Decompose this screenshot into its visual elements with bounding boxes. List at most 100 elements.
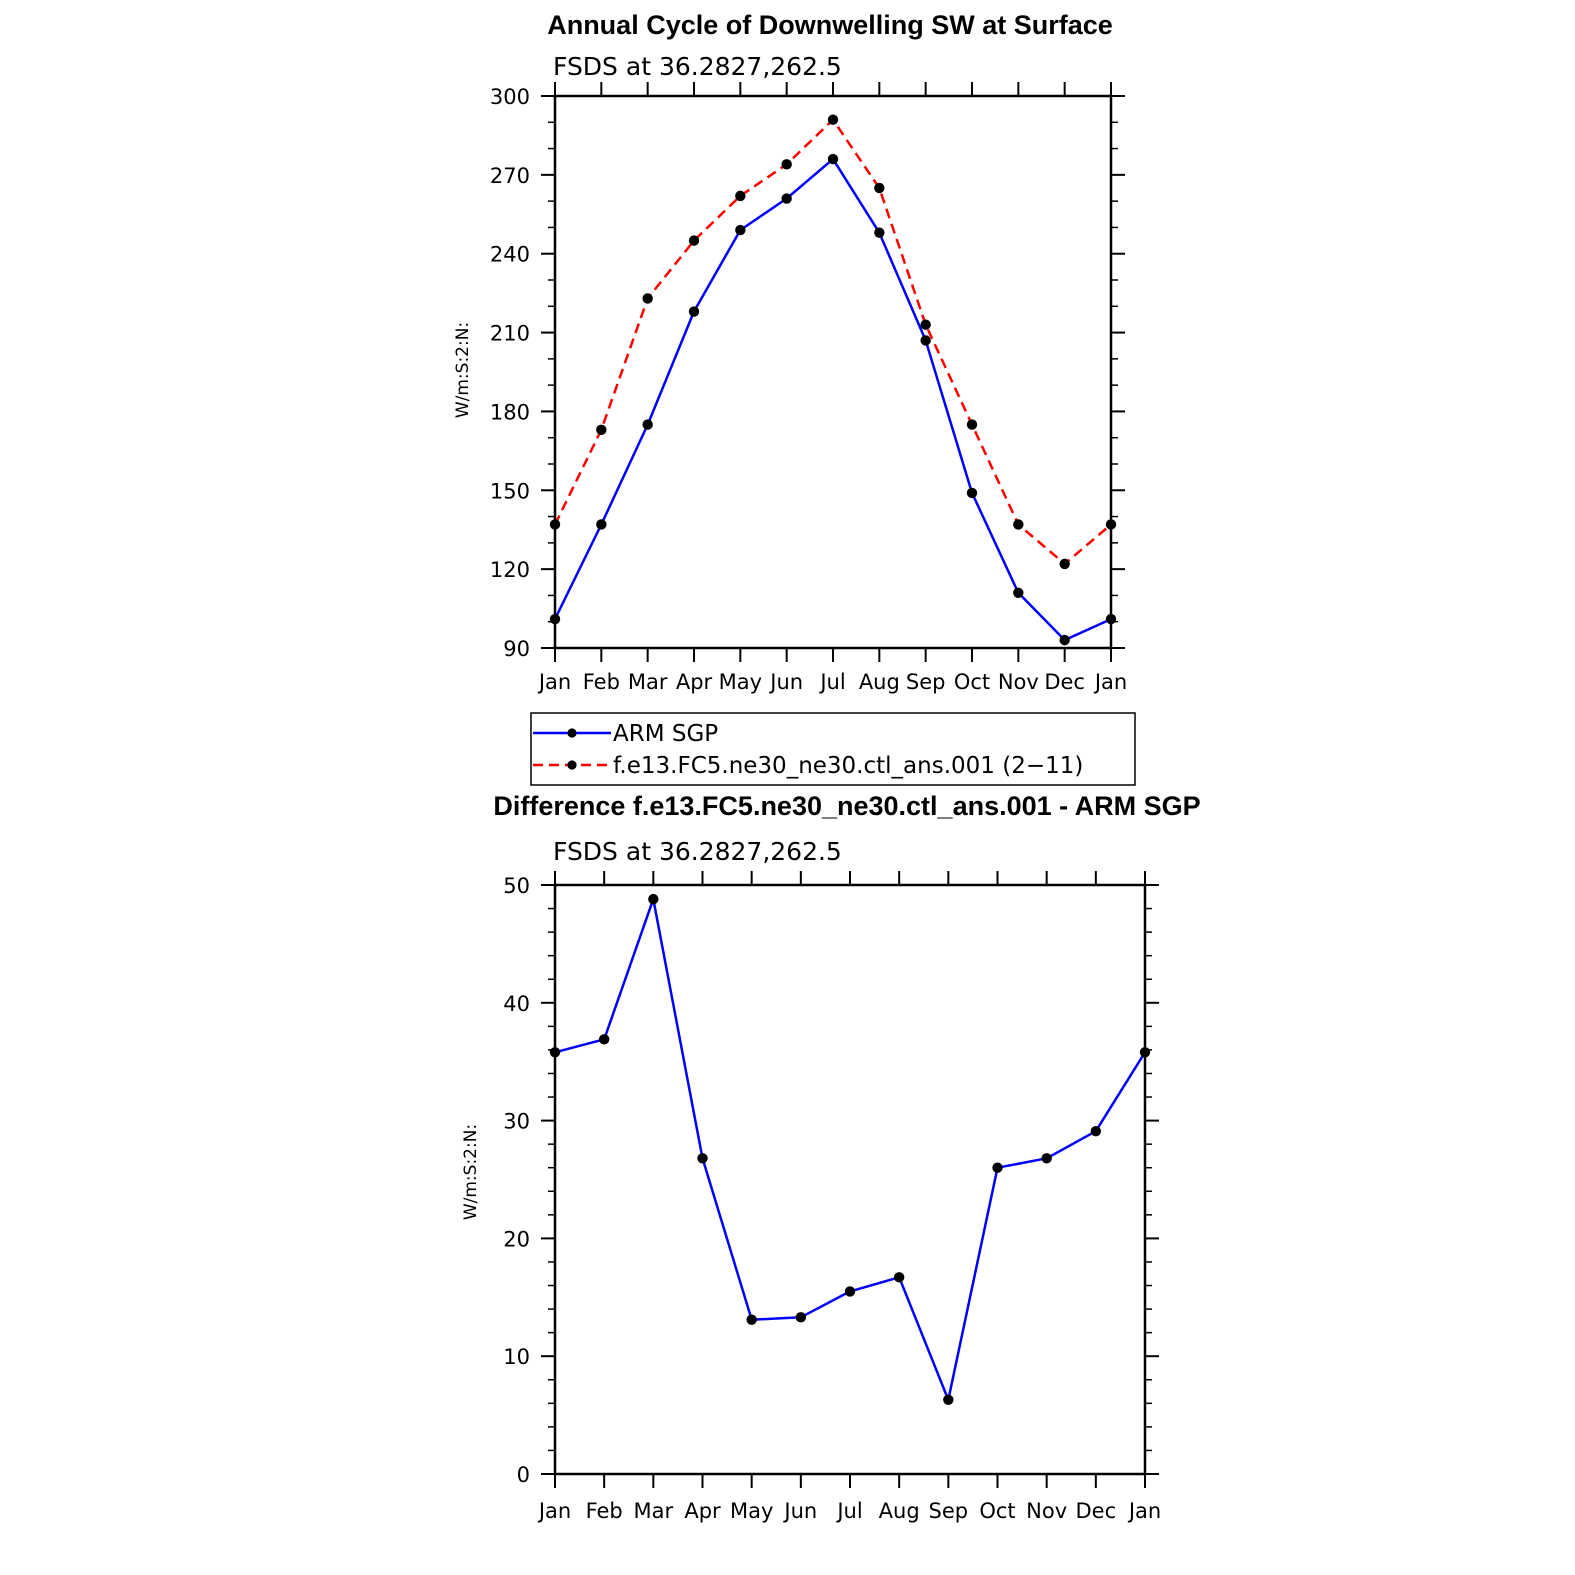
annual-cycle-panel: Annual Cycle of Downwelling SW at Surfac… <box>453 10 1136 786</box>
y-tick-label: 10 <box>503 1345 530 1369</box>
series-line-0 <box>554 897 1147 1402</box>
series-line-0 <box>553 157 1112 642</box>
y-tick-label: 0 <box>517 1463 530 1487</box>
x-tick-label: Feb <box>586 1499 623 1523</box>
data-point-series-0 <box>688 306 700 317</box>
x-tick-label: Sep <box>906 670 946 694</box>
legend-label-model: f.e13.FC5.ne30_ne30.ctl_ans.001 (2−11) <box>613 753 1083 779</box>
y-tick-label: 270 <box>490 164 530 188</box>
axis-ticks <box>541 82 1125 662</box>
y-tick-label: 90 <box>503 637 530 661</box>
data-point-series-0 <box>844 1286 856 1297</box>
legend: ARM SGP f.e13.FC5.ne30_ne30.ctl_ans.001 … <box>530 712 1136 786</box>
x-tick-label: Jun <box>768 670 803 694</box>
y-tick-label: 300 <box>490 85 530 109</box>
chart-subtitle: FSDS at 36.2827,262.5 <box>553 837 842 866</box>
x-tick-label: Dec <box>1044 670 1085 694</box>
data-point-series-0 <box>943 1394 954 1405</box>
x-tick-labels: Jan Feb Mar Apr May Jun Jul Aug Sep Oct Nov Dec Jan <box>537 670 1127 694</box>
data-point-series-0 <box>1013 587 1024 598</box>
x-tick-label: Feb <box>583 670 620 694</box>
x-tick-label: Nov <box>1026 1499 1067 1523</box>
x-tick-label: Jan <box>537 670 571 694</box>
data-point-series-0 <box>827 153 839 165</box>
data-point-series-1 <box>1013 519 1024 530</box>
difference-panel: Difference f.e13.FC5.ne30_ne30.ctl_ans.0… <box>461 791 1201 1523</box>
data-point-series-0 <box>893 1272 905 1283</box>
data-point-series-1 <box>827 114 839 125</box>
data-point-series-1 <box>596 424 607 436</box>
x-tick-label: Jul <box>818 670 845 694</box>
y-tick-label: 150 <box>490 479 530 503</box>
data-point-series-0 <box>874 227 885 238</box>
x-tick-label: Aug <box>859 670 900 694</box>
data-point-series-1 <box>735 190 746 202</box>
x-tick-label: May <box>730 1499 773 1523</box>
legend-item-model: f.e13.FC5.ne30_ne30.ctl_ans.001 (2−11) <box>533 753 1083 779</box>
chart-title: Annual Cycle of Downwelling SW at Surfac… <box>547 10 1113 40</box>
data-point-series-0 <box>1041 1153 1052 1164</box>
data-point-series-1 <box>920 319 931 330</box>
data-point-series-0 <box>648 893 659 905</box>
data-point-series-1 <box>688 235 700 246</box>
data-point-series-0 <box>596 519 607 530</box>
data-point-series-0 <box>992 1162 1003 1173</box>
x-tick-label: Jul <box>835 1499 862 1523</box>
data-point-series-0 <box>920 335 931 346</box>
data-point-series-1 <box>781 159 792 170</box>
x-tick-label: Apr <box>684 1499 721 1523</box>
data-point-series-0 <box>1059 634 1070 646</box>
y-axis-label: W/m:S:2:N: <box>453 322 473 418</box>
y-axis-label: W/m:S:2:N: <box>461 1124 481 1220</box>
data-point-series-1 <box>966 419 978 430</box>
x-tick-label: Mar <box>628 670 668 694</box>
chart-subtitle: FSDS at 36.2827,262.5 <box>553 52 842 81</box>
plot-frame <box>553 883 1147 1476</box>
y-tick-label: 210 <box>490 322 530 346</box>
axis-ticks <box>541 871 1159 1488</box>
x-tick-labels: Jan Feb Mar Apr May Jun Jul Aug Sep Oct Nov Dec Jan <box>537 1499 1161 1523</box>
x-tick-label: Nov <box>998 670 1039 694</box>
y-tick-label: 240 <box>490 243 530 267</box>
y-tick-label: 180 <box>490 400 530 424</box>
x-tick-label: Oct <box>979 1499 1015 1523</box>
x-tick-label: Jan <box>1093 670 1127 694</box>
series-line-1 <box>553 118 1112 566</box>
y-tick-labels: 0 10 20 30 40 50 <box>503 874 530 1487</box>
data-point-series-0 <box>1090 1126 1102 1137</box>
data-point-series-0 <box>781 193 792 204</box>
data-point-series-0 <box>598 1034 610 1045</box>
legend-marker-arm-sgp <box>567 728 577 738</box>
data-point-series-0 <box>697 1153 708 1164</box>
data-point-series-0 <box>735 224 746 236</box>
data-point-series-0 <box>795 1312 807 1323</box>
data-point-series-0 <box>642 419 653 430</box>
legend-label-arm-sgp: ARM SGP <box>613 721 718 747</box>
legend-box <box>530 712 1136 786</box>
plot-frame <box>553 94 1113 650</box>
x-tick-label: Jan <box>537 1499 571 1523</box>
x-tick-label: Sep <box>929 1499 969 1523</box>
data-series <box>549 114 1117 646</box>
x-tick-label: Aug <box>879 1499 920 1523</box>
y-tick-label: 20 <box>503 1227 530 1251</box>
y-tick-label: 50 <box>503 874 530 898</box>
legend-marker-model <box>567 760 577 770</box>
data-point-series-0 <box>746 1314 757 1325</box>
x-tick-label: May <box>719 670 762 694</box>
legend-item-arm-sgp: ARM SGP <box>533 721 718 747</box>
data-point-series-1 <box>1059 558 1070 570</box>
chart-title: Difference f.e13.FC5.ne30_ne30.ctl_ans.0… <box>493 791 1200 821</box>
y-tick-labels: 90 120 150 180 210 240 270 300 <box>490 85 530 661</box>
y-tick-label: 30 <box>503 1110 530 1134</box>
data-point-series-0 <box>966 487 978 499</box>
x-tick-label: Apr <box>676 670 713 694</box>
y-tick-label: 120 <box>490 558 530 582</box>
x-tick-label: Dec <box>1076 1499 1117 1523</box>
data-point-series-1 <box>874 182 885 194</box>
x-tick-label: Mar <box>634 1499 674 1523</box>
x-tick-label: Jun <box>782 1499 817 1523</box>
x-tick-label: Jan <box>1127 1499 1161 1523</box>
x-tick-label: Oct <box>954 670 990 694</box>
